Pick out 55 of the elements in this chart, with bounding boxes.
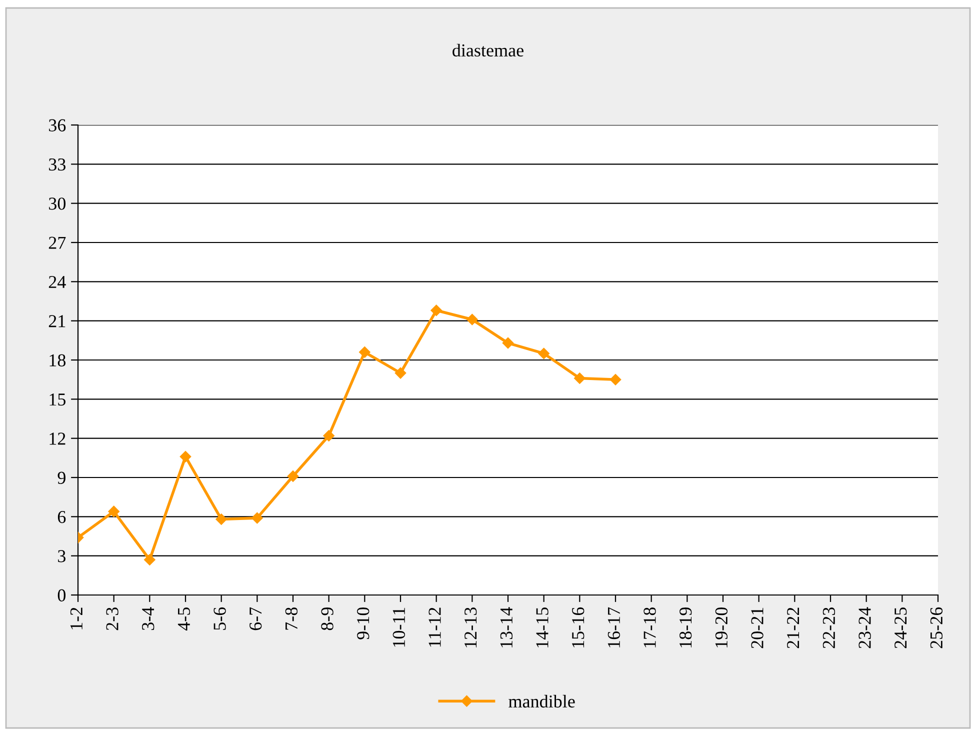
point (394, 367, 406, 379)
point (466, 314, 478, 326)
y-tick-label: 36 (49, 119, 66, 132)
x-tick-label: 23-24 (858, 607, 871, 648)
point (180, 451, 192, 462)
y-tick-label: 21 (48, 315, 66, 328)
x-tick-label: 11-12 (428, 608, 441, 647)
x-tick-label: 21-22 (787, 608, 800, 648)
x-tick-label: 15-16 (572, 607, 584, 648)
point (574, 372, 586, 384)
x-tick-label: 12-13 (464, 608, 477, 648)
point (430, 304, 442, 316)
x-tick-label: 13-14 (500, 607, 513, 648)
x-tick-label: 24-25 (894, 608, 907, 648)
x-tick-label: 2-3 (106, 608, 118, 630)
y-tick-label: 3 (58, 550, 66, 562)
x-tick-label: 17-18 (644, 607, 656, 648)
x-tick-label: 3-4 (142, 607, 154, 630)
y-tick-label: 6 (58, 510, 66, 524)
x-tick-label: 1-2 (70, 608, 82, 630)
point (538, 348, 550, 360)
x-tick-label: 7-8 (285, 607, 298, 630)
point (502, 337, 514, 349)
point (323, 430, 334, 442)
y-tick-label: 15 (50, 394, 66, 406)
point (216, 514, 227, 525)
y-tick-label: 33 (49, 158, 66, 171)
x-tick-label: 14-15 (536, 608, 548, 648)
x-tick-label: 9-10 (357, 607, 370, 640)
x-tick-label: 18-19 (680, 608, 692, 648)
x-tick-label: 22-23 (822, 608, 836, 648)
chart-title: diastemae (452, 44, 524, 57)
point (144, 554, 156, 566)
x-tick-label: 4-5 (178, 608, 190, 631)
x-tick-label: 6-7 (250, 607, 262, 630)
x-tick-label: 10-11 (392, 608, 406, 647)
point (287, 470, 299, 482)
x-tick-label: 8-9 (321, 608, 334, 630)
point (359, 346, 370, 358)
x-tick-label: 25-26 (930, 607, 943, 648)
point (252, 512, 263, 524)
point (610, 374, 622, 386)
point (108, 506, 120, 518)
y-tick-label: 30 (49, 198, 66, 210)
x-tick-label: 5-6 (214, 607, 226, 630)
legend-label: mandible (508, 694, 575, 708)
y-tick-label: 24 (48, 276, 66, 288)
y-tick-label: 27 (48, 236, 66, 249)
x-tick-label: 20-21 (751, 608, 764, 648)
y-tick-label: 18 (50, 354, 66, 366)
y-tick-label: 0 (58, 589, 66, 602)
y-tick-label: 9 (58, 472, 66, 484)
x-tick-label: 16-17 (608, 607, 620, 648)
y-tick-label: 12 (50, 432, 66, 445)
x-tick-label: 19-20 (715, 607, 728, 648)
